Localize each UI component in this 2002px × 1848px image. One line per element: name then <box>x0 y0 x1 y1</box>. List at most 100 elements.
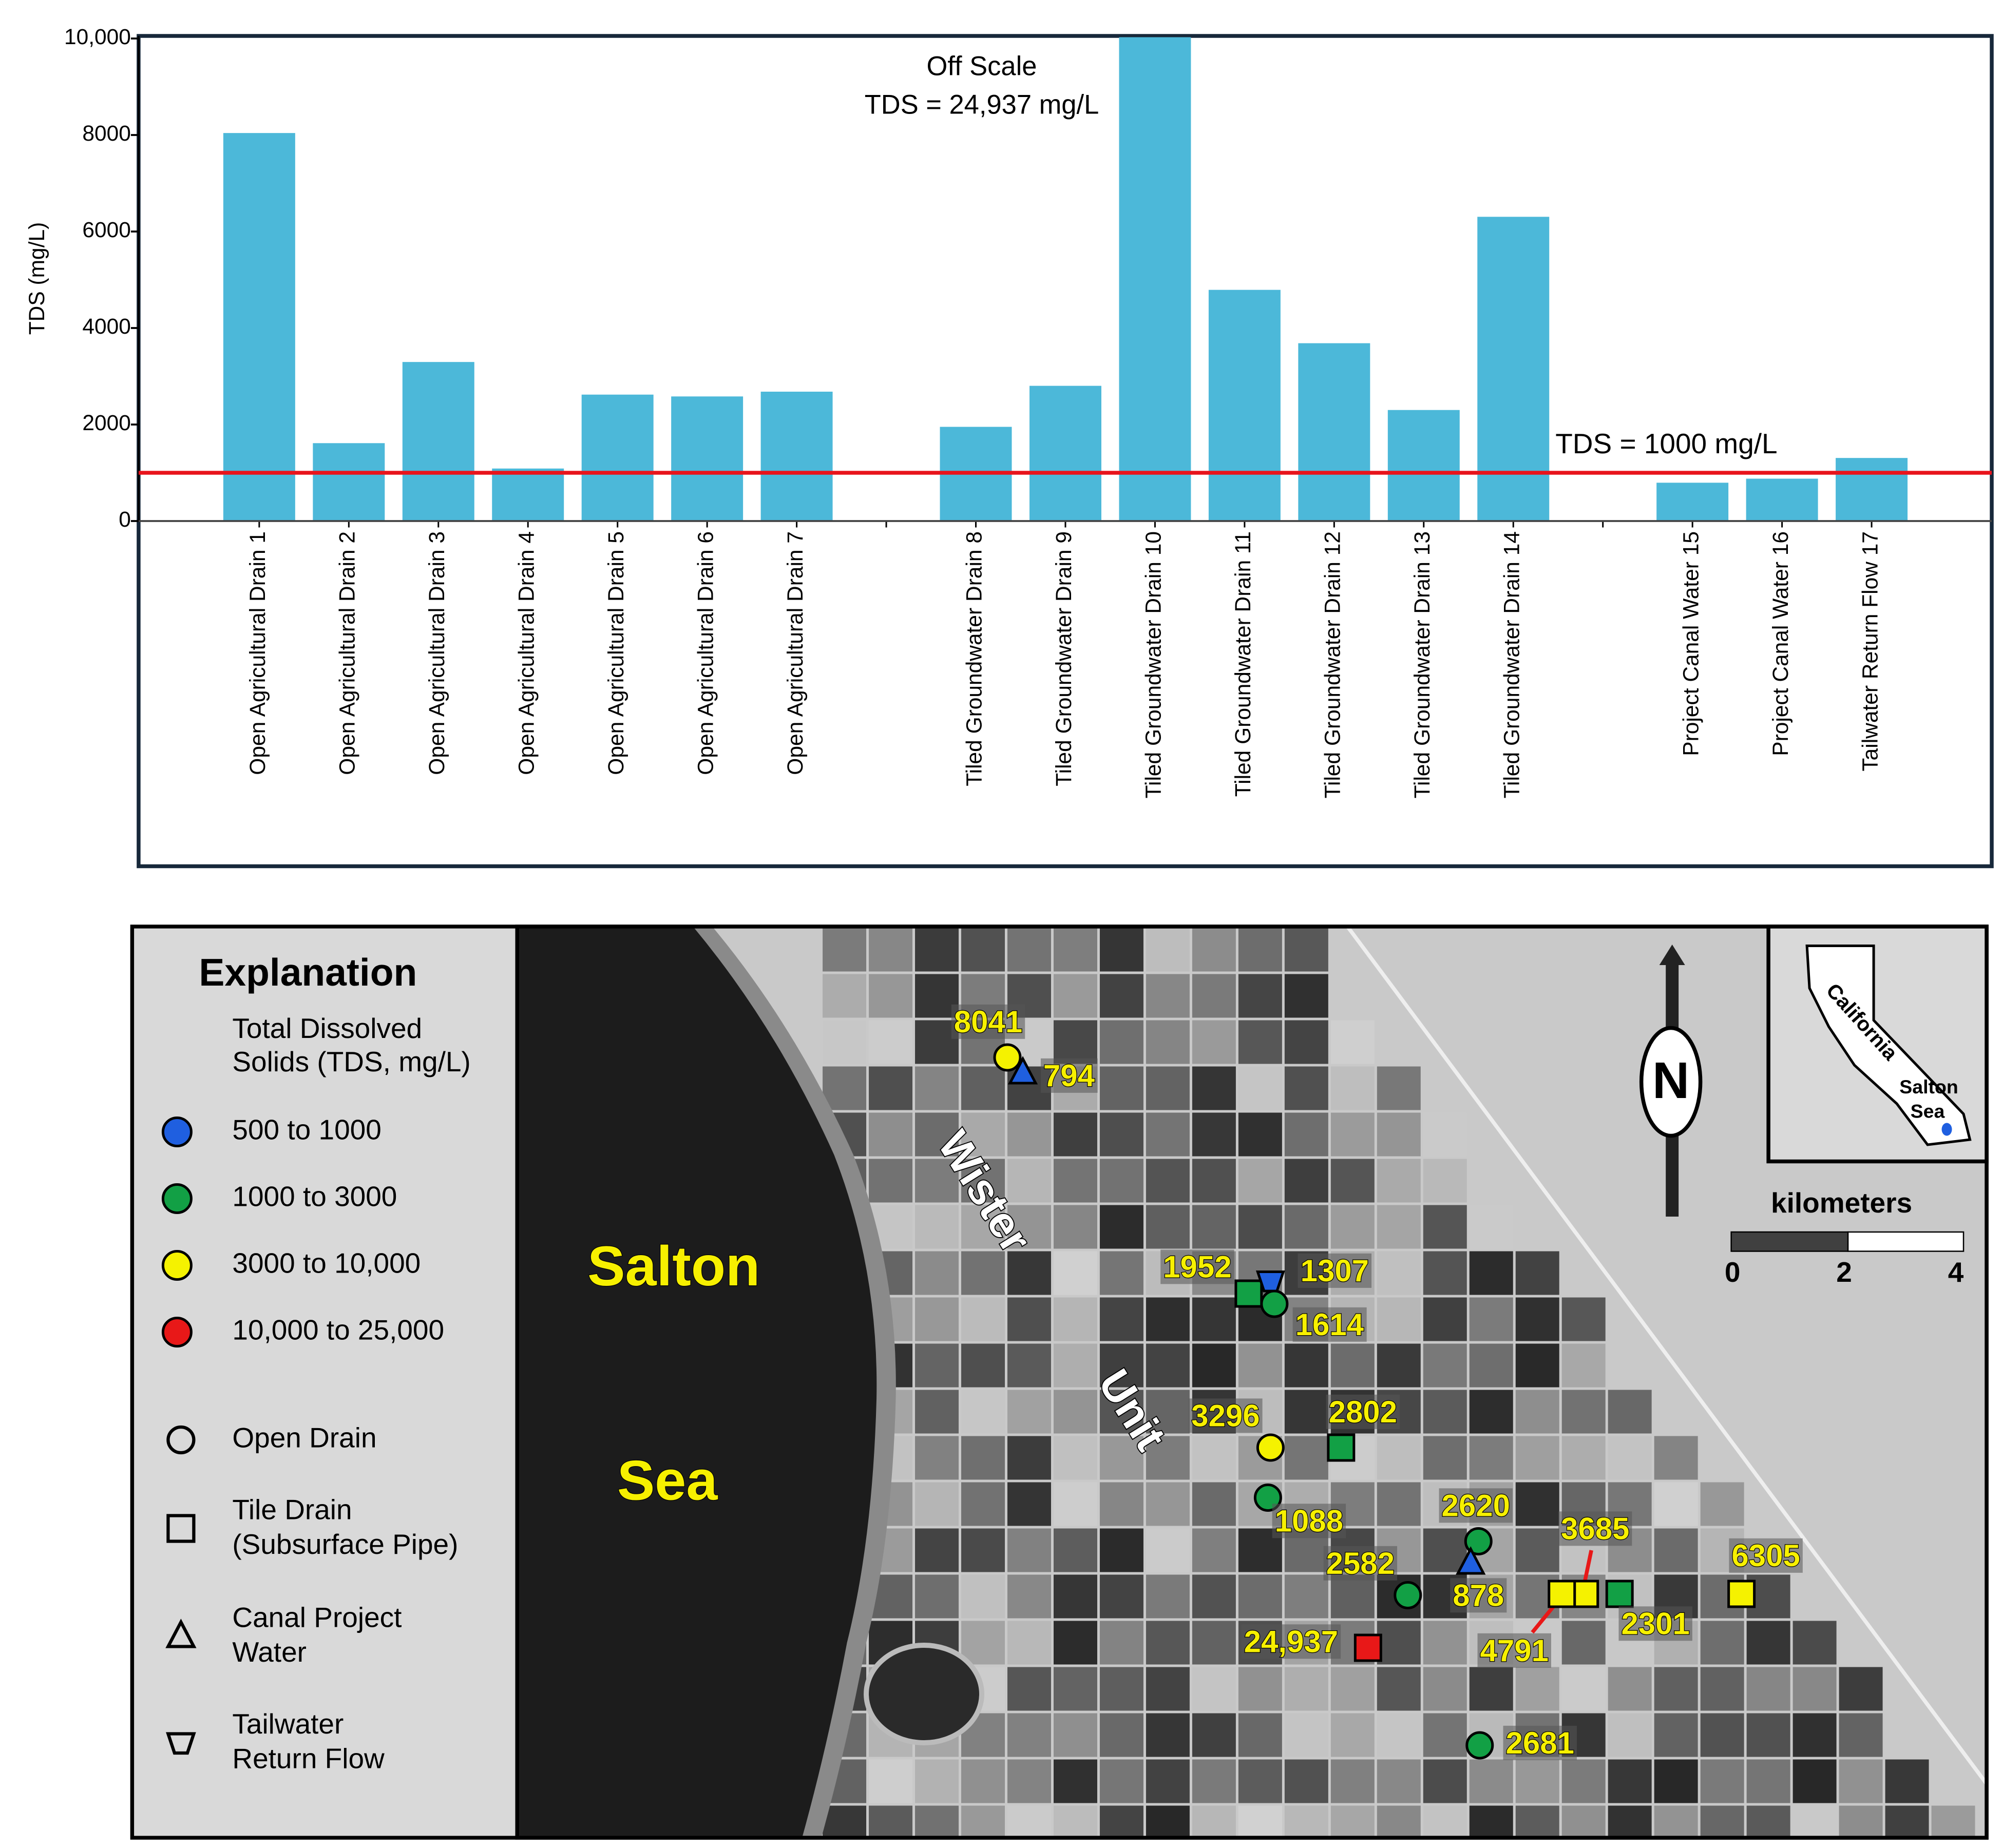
leader-line <box>1583 1550 1593 1582</box>
bar <box>1746 478 1818 521</box>
y-tick-label: 8000 <box>82 122 131 146</box>
field <box>1192 1713 1236 1757</box>
field <box>1330 1205 1375 1249</box>
field <box>1284 1205 1328 1249</box>
field <box>1793 1759 1837 1803</box>
field <box>1099 1066 1143 1110</box>
field <box>1793 1805 1837 1838</box>
field <box>1284 1713 1328 1757</box>
site-label: 2802 <box>1329 1395 1397 1429</box>
field <box>1839 1759 1883 1803</box>
field <box>961 1436 1005 1480</box>
field <box>1377 1112 1421 1157</box>
field <box>1746 1667 1790 1711</box>
site-marker <box>1327 1433 1356 1462</box>
site-marker <box>1256 1433 1285 1462</box>
field <box>1146 1020 1190 1064</box>
field <box>1053 1574 1097 1619</box>
field <box>1007 1667 1051 1711</box>
field <box>1700 1713 1744 1757</box>
fields <box>823 928 1975 1838</box>
y-tick-label: 4000 <box>82 315 131 339</box>
field <box>1561 1297 1606 1341</box>
field <box>915 1251 959 1295</box>
field <box>869 1066 913 1110</box>
x-tick-label: Tailwater Return Flow 17 <box>1858 531 1882 772</box>
scale-tick-label: 2 <box>1836 1256 1852 1288</box>
field <box>1423 1297 1467 1341</box>
scale-bar <box>1847 1231 1965 1252</box>
field <box>1330 1713 1375 1757</box>
field <box>1885 1805 1929 1838</box>
field <box>1192 1066 1236 1110</box>
bar <box>223 133 295 521</box>
x-tick-label: Tiled Groundwater Drain 9 <box>1052 531 1076 786</box>
field <box>1192 1112 1236 1157</box>
field <box>1192 1621 1236 1665</box>
field <box>823 974 867 1018</box>
y-axis-label: TDS (mg/L) <box>25 222 49 335</box>
site-label-bg <box>1729 1538 1803 1573</box>
legend-shape <box>166 1732 196 1755</box>
field <box>961 1066 1005 1110</box>
site-label-bg <box>951 1004 1025 1039</box>
field <box>1238 1159 1282 1203</box>
field <box>1146 1112 1190 1157</box>
field <box>1146 1713 1190 1757</box>
field <box>1007 1528 1051 1572</box>
field <box>1561 1390 1606 1434</box>
field <box>1654 1528 1698 1572</box>
field <box>1146 928 1190 972</box>
field <box>1515 1528 1559 1572</box>
legend-shape <box>166 1425 196 1455</box>
field <box>1423 1667 1467 1711</box>
legend-label: 10,000 to 25,000 <box>232 1314 444 1346</box>
bar <box>402 362 474 521</box>
bar <box>1656 483 1729 521</box>
field <box>1053 1667 1097 1711</box>
inset-label: Salton <box>1899 1076 1958 1098</box>
field <box>1284 1759 1328 1803</box>
x-tick-label: Tiled Groundwater Drain 11 <box>1231 531 1255 797</box>
legend-shape <box>166 1514 196 1543</box>
site-label-bg <box>1323 1546 1398 1581</box>
field <box>1561 1621 1606 1665</box>
field <box>1469 1436 1513 1480</box>
legend-label: Water <box>232 1636 307 1668</box>
field <box>1330 1805 1375 1838</box>
x-tick-label: Tiled Groundwater Drain 12 <box>1321 531 1345 798</box>
bar <box>1119 37 1191 521</box>
x-tick-label: Tiled Groundwater Drain 14 <box>1500 531 1524 798</box>
field <box>823 928 867 972</box>
site-marker <box>1465 1731 1494 1760</box>
site-marker <box>1394 1581 1422 1609</box>
field <box>961 1574 1005 1619</box>
field <box>1053 1343 1097 1388</box>
field <box>1099 1528 1143 1572</box>
scale-tick-label: 4 <box>1948 1256 1964 1288</box>
field <box>1608 1436 1652 1480</box>
field <box>1053 1112 1097 1157</box>
field <box>1839 1713 1883 1757</box>
legend-label: Return Flow <box>232 1743 385 1775</box>
y-tick-label: 0 <box>119 508 131 532</box>
field <box>869 1759 913 1803</box>
field <box>1377 1482 1421 1526</box>
site-marker <box>1464 1527 1493 1555</box>
legend-label: 500 to 1000 <box>232 1114 381 1146</box>
field <box>915 1159 959 1203</box>
field <box>1377 1343 1421 1388</box>
field <box>1192 1805 1236 1838</box>
field <box>1793 1713 1837 1757</box>
field <box>1053 928 1097 972</box>
field <box>1099 1159 1143 1203</box>
site-label: 8041 <box>954 1005 1022 1039</box>
field <box>961 1390 1005 1434</box>
bar <box>1836 458 1908 521</box>
scale-bar <box>1730 1231 1849 1252</box>
site-label-bg <box>1189 1398 1263 1433</box>
field <box>1793 1621 1837 1665</box>
field <box>1377 1436 1421 1480</box>
field <box>1423 1759 1467 1803</box>
